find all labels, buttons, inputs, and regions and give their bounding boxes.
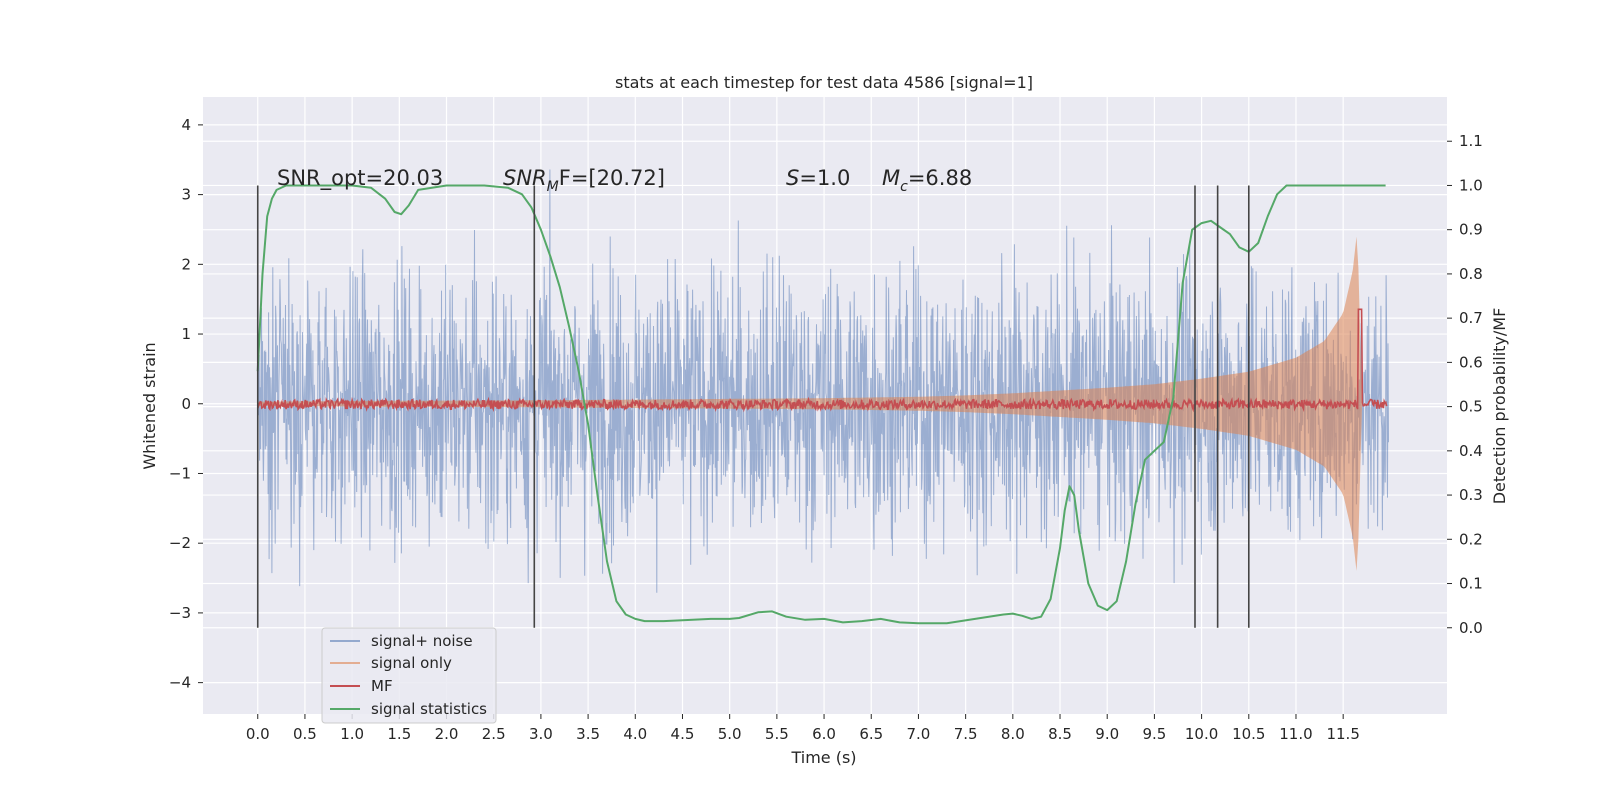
- snr-mf-suffix: F=[20.72]: [559, 166, 665, 190]
- x-tick-label: 0.5: [293, 725, 317, 743]
- x-tick-label: 2.0: [435, 725, 459, 743]
- series-signal-noise-line: [257, 169, 1389, 593]
- s-value: =1.0: [799, 166, 850, 190]
- x-tick-label: 4.0: [623, 725, 647, 743]
- legend: signal+ noise signal only MF signal stat…: [321, 627, 497, 724]
- x-tick-label: 6.0: [812, 725, 836, 743]
- y-right-tick-label: 0.8: [1459, 265, 1483, 283]
- legend-label-mf: MF: [371, 677, 393, 695]
- chart-title: stats at each timestep for test data 458…: [615, 73, 1033, 92]
- y-left-tick-label: 3: [181, 186, 191, 204]
- y-right-tick-label: 0.9: [1459, 221, 1483, 239]
- x-tick-label: 3.0: [529, 725, 553, 743]
- x-tick-label: 10.0: [1185, 725, 1218, 743]
- s-annotation: S=1.0: [786, 166, 850, 190]
- x-tick-label: 3.5: [576, 725, 600, 743]
- y-left-tick-label: −4: [169, 674, 191, 692]
- y-left-tick-label: 0: [181, 395, 191, 413]
- legend-item-signal-only: signal only: [330, 654, 452, 672]
- y-right-tick-label: 0.4: [1459, 442, 1483, 460]
- data-layer: [256, 169, 1389, 628]
- y-right-tick-label: 0.2: [1459, 530, 1483, 548]
- annotations: SNR_opt=20.03 SNRMF=[20.72] S=1.0 Mc=6.8…: [277, 166, 972, 195]
- x-tick-label: 2.5: [482, 725, 506, 743]
- y-right-tick-label: 0.6: [1459, 353, 1483, 371]
- tick-labels: 0.0 0.5 1.0 1.5 2.0 2.5 3.0 3.5 4.0 4.5 5.0 5.5 6.0 6…: [169, 116, 1483, 743]
- x-tick-label: 5.5: [765, 725, 789, 743]
- x-tick-label: 1.5: [387, 725, 411, 743]
- legend-item-signal-statistics: signal statistics: [330, 700, 487, 718]
- x-tick-label: 6.5: [859, 725, 883, 743]
- x-tick-label: 11.5: [1326, 725, 1359, 743]
- x-tick-label: 7.5: [954, 725, 978, 743]
- mc-label: M: [882, 166, 900, 190]
- legend-label-signal-only: signal only: [371, 654, 452, 672]
- y-left-tick-label: 4: [181, 116, 191, 134]
- x-axis-label: Time (s): [790, 748, 856, 767]
- y-right-tick-label: 0.5: [1459, 398, 1483, 416]
- snr-opt-annotation: SNR_opt=20.03: [277, 166, 443, 191]
- y-left-tick-label: −3: [169, 604, 191, 622]
- legend-item-signal-noise: signal+ noise: [330, 632, 473, 650]
- y-right-tick-label: 0.0: [1459, 619, 1483, 637]
- mc-value: =6.88: [908, 166, 972, 190]
- x-tick-label: 10.5: [1232, 725, 1265, 743]
- snr-mf-prefix: SNR: [503, 166, 547, 190]
- legend-label-signal-statistics: signal statistics: [371, 700, 487, 718]
- mc-annotation: Mc=6.88: [882, 166, 972, 195]
- legend-frame: [321, 627, 497, 724]
- legend-item-mf: MF: [330, 677, 393, 695]
- x-tick-label: 11.0: [1279, 725, 1312, 743]
- x-tick-label: 0.0: [246, 725, 270, 743]
- legend-label-signal-noise: signal+ noise: [371, 632, 473, 650]
- y-left-tick-label: 1: [181, 325, 191, 343]
- x-tick-label: 7.0: [907, 725, 931, 743]
- x-tick-label: 9.0: [1095, 725, 1119, 743]
- y-left-tick-label: 2: [181, 255, 191, 273]
- s-label: S: [786, 166, 799, 190]
- y-right-axis-label: Detection probability/MF: [1490, 308, 1509, 505]
- y-left-axis-label: Whitened strain: [140, 342, 159, 469]
- y-right-tick-label: 1.0: [1459, 176, 1483, 194]
- x-tick-label: 1.0: [340, 725, 364, 743]
- x-tick-label: 8.5: [1048, 725, 1072, 743]
- x-tick-label: 9.5: [1142, 725, 1166, 743]
- y-left-tick-label: −2: [169, 534, 191, 552]
- snr-mf-subscript: M: [547, 179, 559, 195]
- y-right-tick-label: 1.1: [1459, 132, 1483, 150]
- series-mf-line: [256, 308, 1388, 413]
- series-signal-statistics-line: [256, 184, 1386, 625]
- y-right-tick-label: 0.3: [1459, 486, 1483, 504]
- y-right-tick-label: 0.7: [1459, 309, 1483, 327]
- x-tick-label: 5.0: [718, 725, 742, 743]
- mc-subscript: c: [900, 179, 908, 195]
- x-tick-label: 8.0: [1001, 725, 1025, 743]
- y-left-tick-label: −1: [169, 464, 191, 482]
- x-tick-label: 4.5: [671, 725, 695, 743]
- snr-mf-annotation: SNRMF=[20.72]: [503, 166, 665, 195]
- y-right-tick-label: 0.1: [1459, 575, 1483, 593]
